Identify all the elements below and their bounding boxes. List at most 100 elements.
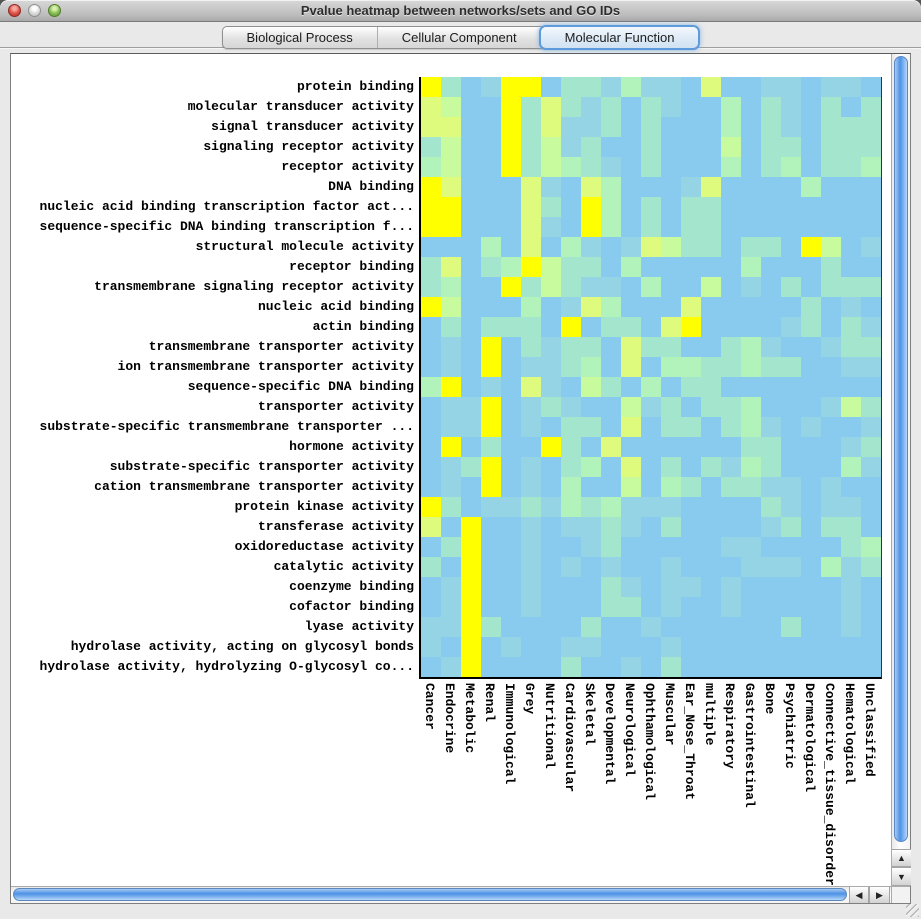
tab-biological-process[interactable]: Biological Process: [246, 30, 353, 45]
heatmap-cell: [541, 297, 561, 317]
heatmap-cell: [501, 597, 521, 617]
heatmap-cell: [861, 157, 881, 177]
heatmap-cell: [721, 397, 741, 417]
heatmap-cell: [781, 457, 801, 477]
heatmap-cell: [581, 657, 601, 677]
heatmap-cell: [821, 117, 841, 137]
heatmap-cell: [521, 337, 541, 357]
heatmap-cell: [681, 237, 701, 257]
heatmap-cell: [481, 117, 501, 137]
heatmap-cell: [501, 337, 521, 357]
vertical-scrollbar[interactable]: ▲ ▼: [891, 54, 911, 886]
heatmap-cell: [761, 237, 781, 257]
heatmap-cell: [421, 277, 441, 297]
heatmap-cell: [681, 597, 701, 617]
heatmap-cell: [441, 357, 461, 377]
heatmap-cell: [521, 457, 541, 477]
heatmap-cell: [821, 317, 841, 337]
heatmap-cell: [621, 297, 641, 317]
scroll-right-button[interactable]: ▶: [869, 887, 890, 903]
heatmap-cell: [481, 337, 501, 357]
heatmap-cell: [661, 617, 681, 637]
heatmap-cell: [681, 217, 701, 237]
heatmap-cell: [721, 497, 741, 517]
heatmap-cell: [861, 97, 881, 117]
heatmap-cell: [601, 357, 621, 377]
heatmap-cell: [821, 297, 841, 317]
heatmap-cell: [561, 637, 581, 657]
heatmap-cell: [481, 157, 501, 177]
tab-cellular-component[interactable]: Cellular Component: [376, 27, 541, 48]
minimize-button[interactable]: [28, 4, 41, 17]
heatmap-cell: [701, 337, 721, 357]
heatmap-cell: [861, 77, 881, 97]
heatmap-cell: [561, 317, 581, 337]
row-label: cation transmembrane transporter activit…: [94, 479, 414, 494]
heatmap-cell: [561, 157, 581, 177]
close-button[interactable]: [8, 4, 21, 17]
heatmap-cell: [581, 417, 601, 437]
titlebar: Pvalue heatmap between networks/sets and…: [0, 0, 921, 22]
heatmap-cell: [861, 237, 881, 257]
heatmap-cell: [601, 597, 621, 617]
heatmap-cell: [681, 257, 701, 277]
heatmap-cell: [601, 497, 621, 517]
heatmap-cell: [541, 537, 561, 557]
heatmap-cell: [421, 317, 441, 337]
heatmap-cell: [701, 137, 721, 157]
heatmap-cell: [841, 577, 861, 597]
heatmap-cell: [641, 97, 661, 117]
heatmap-cell: [841, 77, 861, 97]
heatmap-cell: [661, 657, 681, 677]
heatmap-cell: [461, 337, 481, 357]
row-label: hydrolase activity, acting on glycosyl b…: [70, 639, 414, 654]
scroll-down-button[interactable]: ▼: [892, 867, 911, 886]
heatmap-viewport: protein binding molecular transducer acti…: [11, 54, 891, 886]
scroll-up-button[interactable]: ▲: [892, 849, 911, 867]
window-resize-grip[interactable]: [906, 904, 919, 917]
heatmap-cell: [621, 477, 641, 497]
heatmap-cell: [561, 577, 581, 597]
heatmap-cell: [661, 517, 681, 537]
horizontal-scrollbar[interactable]: ◀ ▶: [11, 886, 891, 903]
heatmap-cell: [641, 157, 661, 177]
heatmap-cell: [741, 77, 761, 97]
heatmap-cell: [621, 417, 641, 437]
heatmap-cell: [761, 177, 781, 197]
heatmap-cell: [621, 557, 641, 577]
heatmap-cell: [821, 437, 841, 457]
horizontal-scrollbar-thumb[interactable]: [13, 888, 847, 901]
heatmap-cell: [541, 377, 561, 397]
heatmap-cell: [661, 597, 681, 617]
heatmap-cell: [541, 577, 561, 597]
tab-molecular-function[interactable]: Molecular Function: [540, 27, 699, 48]
heatmap-cell: [821, 557, 841, 577]
heatmap-cell: [741, 437, 761, 457]
heatmap-cell: [821, 97, 841, 117]
heatmap-cell: [841, 377, 861, 397]
heatmap-cell: [461, 577, 481, 597]
heatmap-cell: [801, 497, 821, 517]
heatmap-cell: [801, 397, 821, 417]
heatmap-cell: [421, 297, 441, 317]
heatmap-cell: [641, 357, 661, 377]
heatmap-cell: [681, 617, 701, 637]
heatmap-cell: [421, 357, 441, 377]
heatmap-cell: [781, 657, 801, 677]
heatmap-cell: [421, 337, 441, 357]
heatmap-cell: [861, 277, 881, 297]
zoom-button[interactable]: [48, 4, 61, 17]
heatmap-cell: [861, 217, 881, 237]
heatmap-cell: [701, 97, 721, 117]
vertical-scrollbar-thumb[interactable]: [894, 56, 908, 842]
heatmap-cell: [561, 117, 581, 137]
heatmap-cell: [581, 157, 601, 177]
heatmap-cell: [441, 97, 461, 117]
heatmap-cell: [701, 277, 721, 297]
heatmap-cell: [661, 557, 681, 577]
heatmap-cell: [501, 217, 521, 237]
heatmap-cell: [441, 397, 461, 417]
heatmap-cell: [541, 277, 561, 297]
heatmap-cell: [781, 437, 801, 457]
scroll-left-button[interactable]: ◀: [849, 887, 869, 903]
